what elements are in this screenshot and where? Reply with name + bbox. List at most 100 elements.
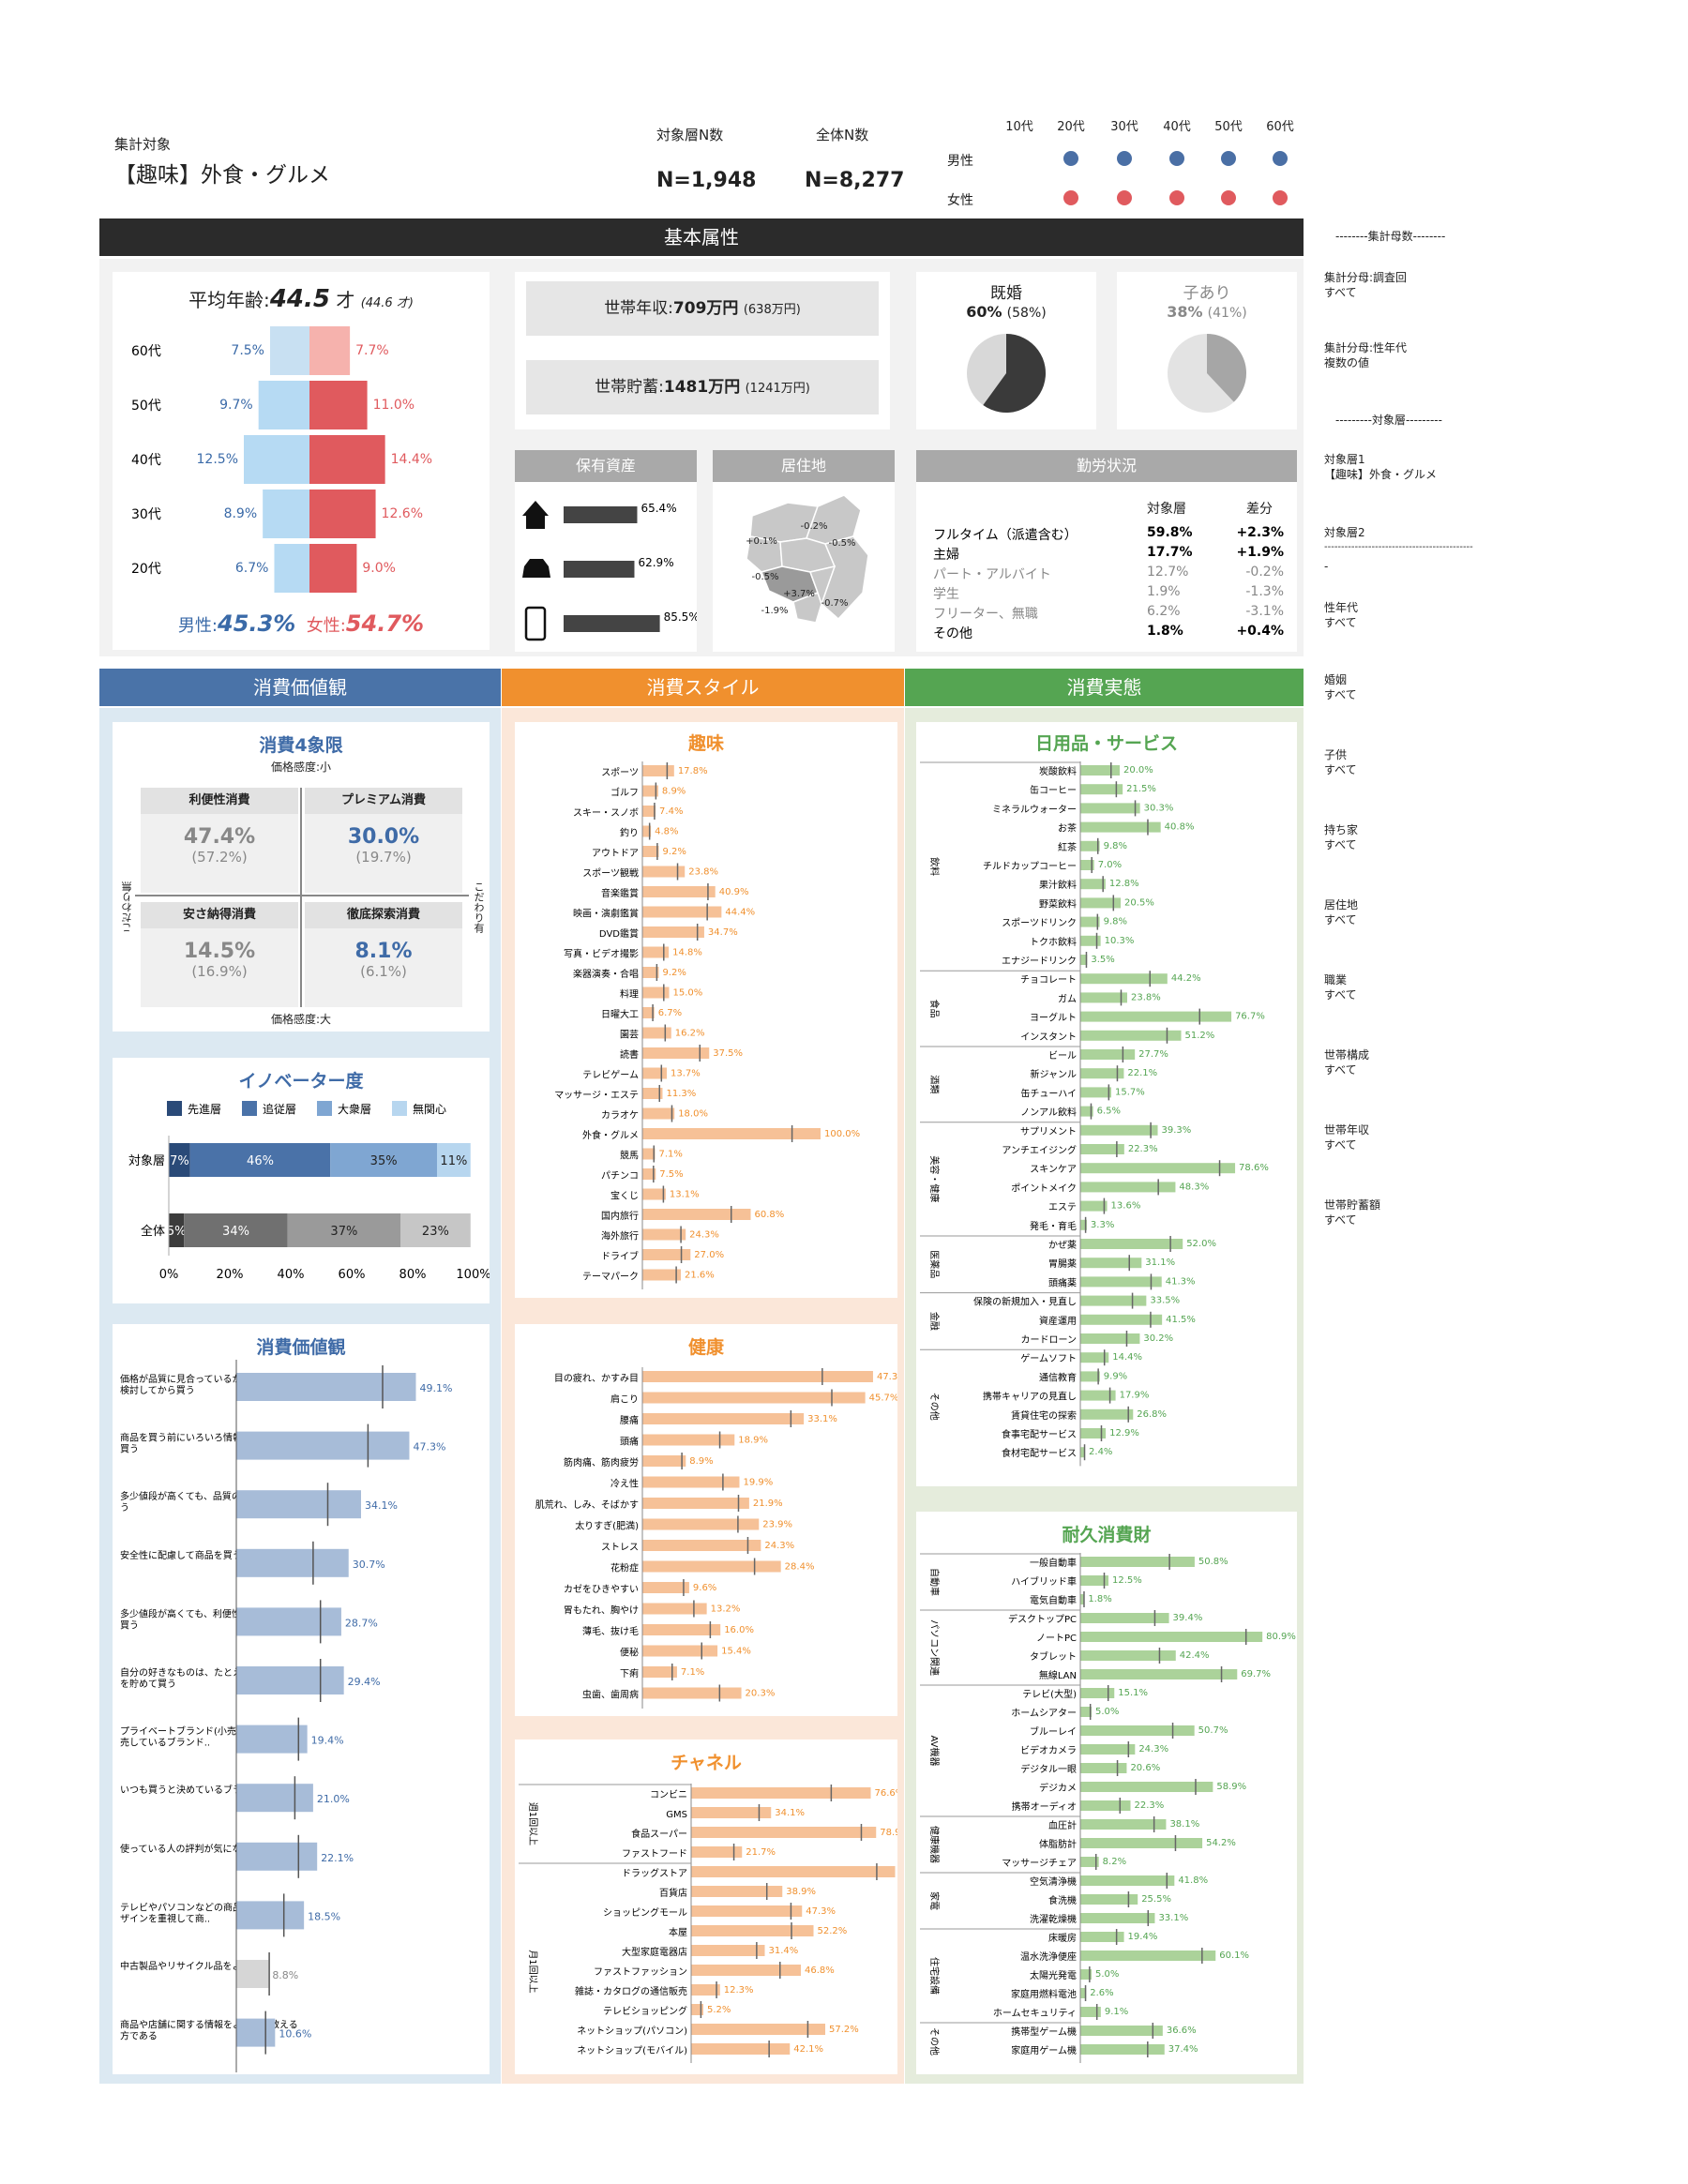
married-panel: 既婚 60% (58%)	[916, 272, 1096, 429]
channel-title: チャネル	[671, 1753, 742, 1773]
sidebar-filter[interactable]: 性年代 すべて	[1324, 600, 1358, 630]
bar	[1080, 1011, 1232, 1022]
income-value: 709万円	[672, 299, 739, 318]
sidebar-filter[interactable]: 婚姻 すべて	[1324, 672, 1357, 702]
daily-panel: 日用品・サービス 炭酸飲料 20.0% 缶コーヒー 21.5% ミネラルウォーター 30.…	[916, 722, 1297, 1486]
work-row: フルタイム（派遣含む） 59.8% +2.3%	[916, 525, 1297, 544]
asset-bar	[564, 615, 660, 632]
bar	[1080, 1725, 1195, 1736]
bar-label: 携帯オーディオ	[1012, 1800, 1077, 1813]
bar-label: トクホ飲料	[1030, 936, 1077, 948]
bar-value: 20.3%	[746, 1689, 776, 1699]
bar	[642, 1209, 751, 1220]
bar-value: 23.8%	[1131, 992, 1161, 1002]
work-label: その他	[933, 626, 972, 641]
bar-label: テレビゲーム	[582, 1070, 639, 1081]
group-label: 月1回以上	[527, 1950, 538, 1993]
bar-label: 楽器演奏・合唱	[573, 968, 639, 980]
sidebar-filter-name: --------集計母数--------	[1335, 230, 1446, 243]
female-bar	[309, 435, 385, 484]
sidebar-filter[interactable]: 集計分母:調査回 すべて	[1324, 270, 1407, 300]
bar-value: 50.7%	[1198, 1725, 1228, 1736]
male-bar	[274, 544, 309, 593]
bar-value: 13.2%	[711, 1604, 741, 1615]
sidebar-filter[interactable]: -	[1324, 559, 1328, 574]
sidebar-filter[interactable]: 世帯貯蓄額 すべて	[1324, 1197, 1380, 1228]
sidebar-filter[interactable]: 世帯年収 すべて	[1324, 1122, 1369, 1152]
innov-row-label: 対象層	[128, 1154, 165, 1168]
bar-value: 5.0%	[1095, 1707, 1119, 1717]
group-label: 週1回以上	[527, 1802, 538, 1845]
work-label: パート・アルバイト	[933, 567, 1051, 582]
bar-value: 19.9%	[743, 1478, 773, 1488]
sidebar-filter[interactable]: 持ち家 すべて	[1324, 822, 1358, 852]
bar-value: 15.1%	[1118, 1688, 1148, 1698]
bar-value: 100.0%	[824, 1129, 860, 1139]
innov-segment	[189, 1143, 331, 1177]
value-pct: 34.1%	[365, 1499, 398, 1512]
female-dot	[1221, 190, 1236, 205]
bar-label: ヨーグルト	[1030, 1012, 1077, 1024]
map-region-8	[809, 565, 836, 607]
sidebar-filter[interactable]: 集計分母:性年代 複数の値	[1324, 340, 1407, 370]
bar	[1080, 1857, 1099, 1867]
children-all: (41%)	[1207, 306, 1247, 321]
bar-label: 下痢	[620, 1667, 639, 1679]
bar	[1080, 860, 1094, 870]
work-row: 主婦 17.7% +1.9%	[916, 545, 1297, 564]
male-bar	[270, 326, 309, 375]
bar-label: 国内旅行	[601, 1210, 639, 1222]
bar	[1080, 1124, 1158, 1136]
sidebar-filter[interactable]: 居住地 すべて	[1324, 897, 1358, 927]
group-label: 金融	[928, 1312, 941, 1331]
sidebar-filter-value: すべて	[1324, 688, 1357, 701]
work-diff: -3.1%	[1245, 604, 1284, 619]
car-icon	[522, 559, 550, 578]
female-bar	[309, 490, 376, 538]
value-bar	[236, 1784, 313, 1813]
bar-label: チルドカップコーヒー	[983, 861, 1077, 872]
bar	[691, 1905, 803, 1917]
bar-value: 42.4%	[1180, 1650, 1210, 1661]
sidebar-filter[interactable]: 子供 すべて	[1324, 747, 1357, 777]
bar-label: 資産運用	[1039, 1315, 1077, 1327]
work-header: 勤労状況	[916, 450, 1297, 482]
bar-value: 47.3%	[806, 1906, 836, 1917]
bar-label: コンビニ	[650, 1789, 687, 1800]
bar	[1080, 1408, 1134, 1420]
bar-value: 54.2%	[1206, 1838, 1236, 1848]
bar	[642, 1088, 663, 1099]
bar	[642, 806, 656, 817]
quadrant-cell-value: 47.4%	[183, 825, 256, 849]
bar-label: マッサージ・エステ	[554, 1090, 639, 1101]
sidebar-filter[interactable]: 対象層2 ------------------------------------…	[1324, 525, 1473, 555]
bar-value: 13.1%	[670, 1190, 700, 1200]
sidebar-filter[interactable]: 職業 すべて	[1324, 972, 1357, 1002]
male-bar	[244, 435, 309, 484]
bar	[1080, 1744, 1136, 1755]
innov-tick: 0%	[159, 1268, 179, 1282]
sidebar-filter[interactable]: 対象層1 【趣味】外食・グルメ	[1324, 452, 1437, 482]
age-col-header: 30代	[1110, 120, 1138, 134]
durable-chart: 一般自動車 50.8% ハイブリッド車 12.5% 電気自動車 1.8% デスクトップPC 3…	[920, 1553, 1296, 2063]
bar-value: 13.6%	[1111, 1201, 1141, 1212]
bar	[1080, 1838, 1203, 1848]
quadrant-cell-value: 30.0%	[347, 825, 420, 849]
female-label: 女性	[947, 193, 973, 208]
quadrant-cell: 利便性消費 47.4% (57.2%)	[141, 788, 298, 893]
innov-segment	[287, 1213, 400, 1247]
bar-value: 26.8%	[1137, 1409, 1167, 1420]
bar-value: 7.4%	[659, 806, 683, 817]
bar-value: 8.2%	[1103, 1857, 1126, 1867]
sidebar-filter[interactable]: 世帯構成 すべて	[1324, 1047, 1369, 1077]
age-label: 30代	[131, 507, 161, 522]
bar-label: 紅茶	[1058, 841, 1077, 853]
work-diff: -1.3%	[1245, 584, 1284, 599]
innov-seg-label: 46%	[247, 1154, 274, 1168]
legend-label: 先進層	[188, 1103, 221, 1116]
bar-value: 9.9%	[1104, 1371, 1127, 1381]
bar-value: 41.3%	[1166, 1276, 1196, 1287]
bar	[1080, 1875, 1175, 1886]
bar-value: 15.4%	[721, 1647, 751, 1657]
bar-value: 39.3%	[1162, 1125, 1192, 1136]
